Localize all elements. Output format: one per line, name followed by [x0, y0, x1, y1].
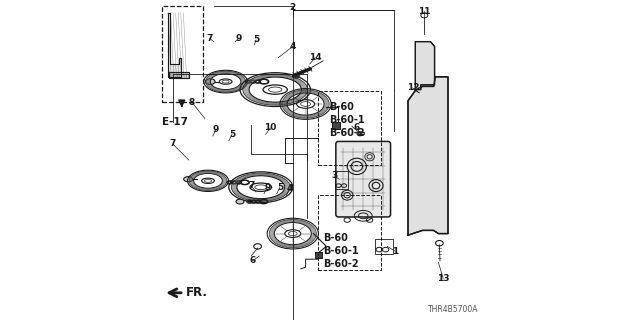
Text: 2: 2	[290, 4, 296, 12]
Text: 12: 12	[406, 84, 419, 92]
Text: 10: 10	[264, 124, 276, 132]
Text: 5: 5	[229, 130, 235, 139]
Text: 9: 9	[264, 183, 270, 192]
Text: 3: 3	[332, 172, 337, 180]
Bar	[358, 132, 364, 134]
Text: 8: 8	[189, 98, 195, 107]
Text: 4: 4	[290, 42, 296, 51]
Text: 6: 6	[354, 124, 360, 132]
Bar	[332, 122, 340, 129]
Text: 6: 6	[250, 256, 256, 265]
Text: 1: 1	[392, 247, 398, 256]
Text: 5: 5	[277, 183, 283, 192]
Polygon shape	[408, 77, 448, 235]
Text: B-60
B-60-1
B-60-2: B-60 B-60-1 B-60-2	[330, 102, 365, 138]
Text: 7: 7	[248, 181, 254, 190]
Bar	[319, 91, 381, 165]
Text: 11: 11	[418, 7, 430, 16]
FancyBboxPatch shape	[336, 141, 390, 217]
Polygon shape	[415, 42, 435, 90]
Bar	[161, 6, 204, 102]
Bar	[375, 239, 393, 254]
Bar	[315, 252, 323, 258]
Text: 13: 13	[437, 274, 449, 283]
Ellipse shape	[205, 79, 215, 84]
Text: FR.: FR.	[186, 286, 207, 299]
Bar	[319, 195, 381, 270]
Text: 9: 9	[213, 125, 219, 134]
Text: B-60
B-60-1
B-60-2: B-60 B-60-1 B-60-2	[323, 233, 359, 269]
Text: 4: 4	[287, 184, 292, 193]
Bar	[335, 171, 348, 189]
Ellipse shape	[236, 199, 244, 204]
Text: 7: 7	[170, 140, 176, 148]
Text: 7: 7	[207, 34, 212, 43]
Text: 9: 9	[236, 34, 241, 43]
Text: THR4B5700A: THR4B5700A	[428, 305, 479, 314]
Text: 5: 5	[253, 36, 259, 44]
Text: E-17: E-17	[163, 117, 188, 127]
Polygon shape	[169, 72, 189, 78]
Polygon shape	[168, 13, 181, 77]
Ellipse shape	[184, 177, 193, 182]
Text: 14: 14	[309, 53, 321, 62]
